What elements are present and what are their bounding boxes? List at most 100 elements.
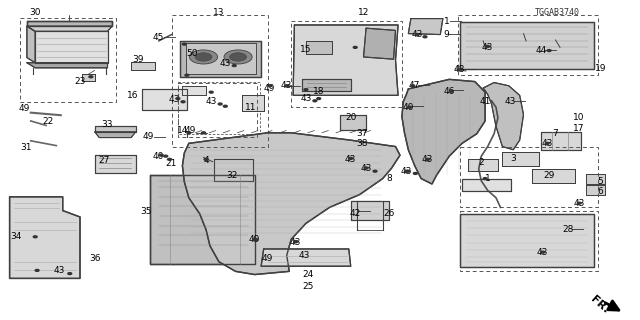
Text: 1: 1 <box>444 17 449 26</box>
Text: 49: 49 <box>249 235 260 244</box>
Polygon shape <box>541 132 581 150</box>
Text: 39: 39 <box>132 55 143 64</box>
Polygon shape <box>180 41 261 77</box>
Circle shape <box>545 142 549 144</box>
Polygon shape <box>182 86 206 95</box>
Polygon shape <box>95 155 136 173</box>
Text: 5: 5 <box>598 177 603 186</box>
Text: 25: 25 <box>303 282 314 291</box>
Text: 35: 35 <box>140 207 152 216</box>
Bar <box>178 83 257 137</box>
Circle shape <box>349 157 353 159</box>
Polygon shape <box>131 62 155 70</box>
Polygon shape <box>468 159 498 171</box>
Polygon shape <box>27 21 112 26</box>
Polygon shape <box>142 89 187 110</box>
Circle shape <box>253 238 257 240</box>
Text: 16: 16 <box>127 91 139 100</box>
Circle shape <box>577 202 581 204</box>
Text: 19: 19 <box>595 64 606 73</box>
Text: 36: 36 <box>89 254 100 263</box>
Polygon shape <box>306 41 332 54</box>
Polygon shape <box>150 175 255 264</box>
Circle shape <box>232 65 236 67</box>
Text: 48: 48 <box>454 65 465 74</box>
Circle shape <box>168 158 172 160</box>
Text: 50: 50 <box>186 49 198 58</box>
Circle shape <box>486 45 490 47</box>
Circle shape <box>89 76 93 78</box>
Polygon shape <box>586 185 605 195</box>
Text: 49: 49 <box>262 254 273 263</box>
Circle shape <box>294 241 298 243</box>
Circle shape <box>353 46 357 48</box>
Polygon shape <box>364 28 396 59</box>
Bar <box>458 15 598 75</box>
Text: 38: 38 <box>356 139 367 148</box>
Polygon shape <box>261 249 351 266</box>
Text: 18: 18 <box>313 87 324 96</box>
Text: 26: 26 <box>383 209 395 218</box>
Circle shape <box>404 170 408 172</box>
Text: 42: 42 <box>349 209 361 218</box>
Text: 29: 29 <box>543 171 555 180</box>
Circle shape <box>408 106 412 108</box>
Circle shape <box>547 50 551 52</box>
Text: 49: 49 <box>19 104 30 113</box>
Text: 9: 9 <box>444 30 449 39</box>
Text: 43: 43 <box>573 199 585 208</box>
Text: 41: 41 <box>479 97 491 106</box>
Circle shape <box>164 155 168 157</box>
Text: 43: 43 <box>537 248 548 257</box>
Circle shape <box>209 91 213 93</box>
Circle shape <box>224 50 252 64</box>
Text: 8: 8 <box>387 174 392 183</box>
Polygon shape <box>27 26 35 63</box>
Circle shape <box>541 251 545 253</box>
Text: 43: 43 <box>168 95 180 104</box>
Text: 34: 34 <box>10 232 22 241</box>
Polygon shape <box>460 22 594 69</box>
Text: 14: 14 <box>177 126 188 135</box>
Text: 43: 43 <box>505 97 516 106</box>
Text: 4: 4 <box>204 156 209 164</box>
Text: 24: 24 <box>303 270 314 279</box>
Circle shape <box>35 269 39 271</box>
Circle shape <box>68 273 72 275</box>
Polygon shape <box>586 174 605 184</box>
Circle shape <box>223 105 227 107</box>
Text: 43: 43 <box>412 30 423 39</box>
Circle shape <box>268 85 272 87</box>
Circle shape <box>415 34 419 36</box>
Circle shape <box>458 69 461 71</box>
Circle shape <box>313 100 317 102</box>
Text: 47: 47 <box>409 81 420 90</box>
Circle shape <box>159 154 163 156</box>
Polygon shape <box>402 79 485 184</box>
Circle shape <box>449 90 453 92</box>
Circle shape <box>483 178 487 180</box>
Circle shape <box>373 170 377 172</box>
Polygon shape <box>351 201 389 220</box>
Polygon shape <box>242 95 264 111</box>
Polygon shape <box>182 133 400 275</box>
Text: 20: 20 <box>345 113 356 122</box>
Text: 17: 17 <box>573 124 585 132</box>
Text: 37: 37 <box>356 129 367 138</box>
Text: 30: 30 <box>29 8 41 17</box>
Text: FR.: FR. <box>589 294 611 315</box>
Text: 49: 49 <box>263 84 275 93</box>
Polygon shape <box>82 74 95 81</box>
Text: 1: 1 <box>485 174 490 183</box>
Polygon shape <box>27 26 112 31</box>
Circle shape <box>423 36 427 38</box>
Text: 13: 13 <box>213 8 225 17</box>
Text: 15: 15 <box>300 45 312 54</box>
Circle shape <box>189 50 218 64</box>
Circle shape <box>304 89 308 91</box>
Circle shape <box>406 170 410 172</box>
Text: 43: 43 <box>300 94 312 103</box>
Circle shape <box>317 98 321 100</box>
Polygon shape <box>483 83 524 150</box>
Text: 28: 28 <box>563 225 574 234</box>
